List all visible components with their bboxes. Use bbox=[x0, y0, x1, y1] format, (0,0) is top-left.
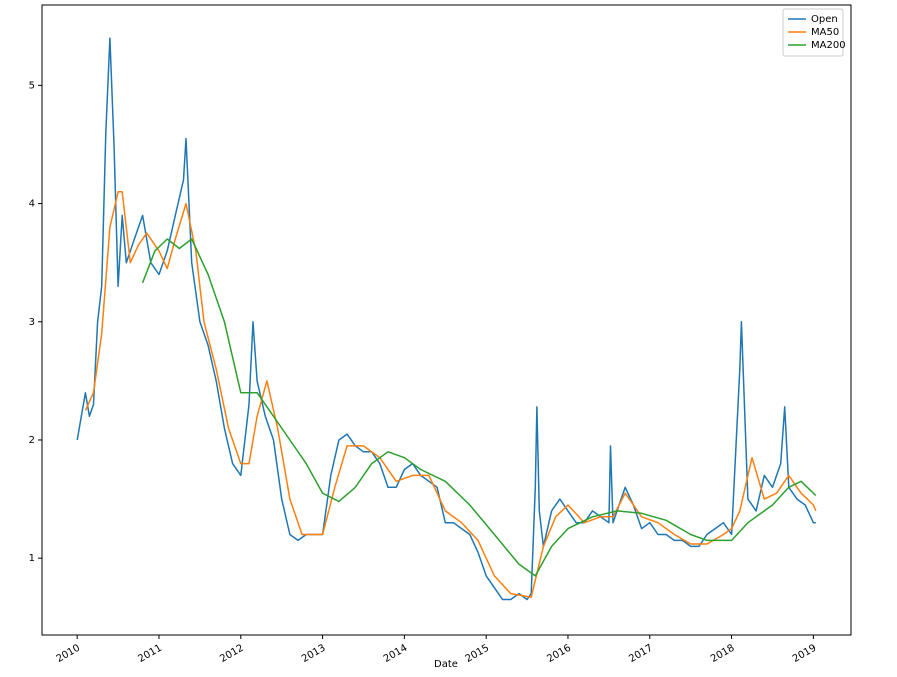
x-tick-label: 2011 bbox=[136, 643, 164, 665]
series-line bbox=[141, 238, 817, 577]
x-tick-label: 2015 bbox=[464, 643, 492, 665]
y-tick-label: 5 bbox=[29, 80, 35, 91]
x-tick-label: 2018 bbox=[709, 643, 737, 665]
plot-frame bbox=[41, 4, 852, 636]
x-tick-label: 2013 bbox=[300, 643, 328, 665]
y-tick-label: 1 bbox=[29, 553, 35, 564]
y-tick-label: 3 bbox=[29, 317, 35, 328]
series-line bbox=[76, 37, 816, 601]
x-tick-label: 2016 bbox=[545, 643, 573, 665]
x-tick-label: 2019 bbox=[791, 643, 819, 665]
y-tick-label: 2 bbox=[29, 435, 35, 446]
x-axis-label: Date bbox=[434, 659, 458, 670]
x-tick-label: 2017 bbox=[627, 643, 655, 665]
series-line bbox=[84, 191, 817, 598]
x-tick-label: 2010 bbox=[55, 643, 83, 665]
legend-label: MA200 bbox=[811, 40, 846, 51]
legend-label: MA50 bbox=[811, 27, 839, 38]
x-tick-label: 2014 bbox=[382, 643, 410, 665]
y-tick-label: 4 bbox=[29, 199, 35, 210]
x-tick-label: 2012 bbox=[218, 643, 246, 665]
legend-label: Open bbox=[811, 14, 838, 25]
